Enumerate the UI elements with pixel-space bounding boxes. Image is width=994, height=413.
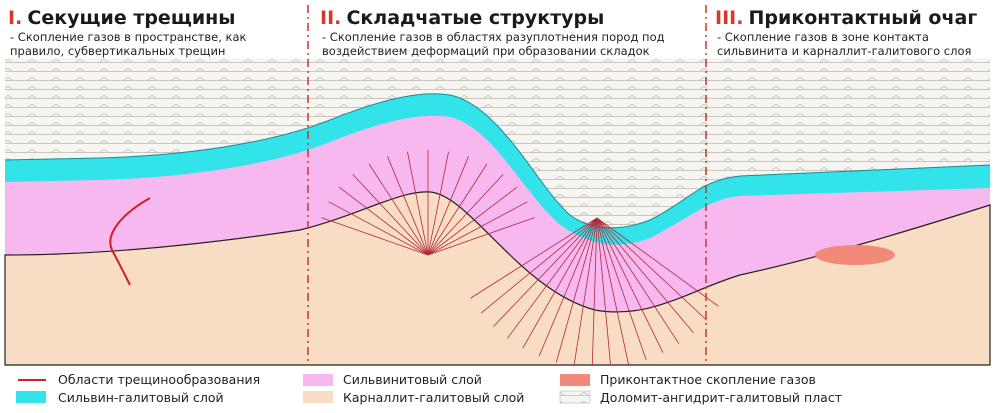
fracture-line: [522, 217, 598, 349]
fracture-line: [427, 217, 535, 256]
fracture-line: [573, 217, 598, 366]
section-desc: - Скопление газов в зоне контакта: [717, 30, 929, 44]
legend-swatch: [303, 391, 333, 403]
fracture-line: [387, 156, 429, 256]
fracture-line: [427, 163, 488, 256]
fracture-line: [328, 201, 429, 256]
fracture-line: [480, 217, 598, 314]
fracture-line: [427, 201, 528, 256]
section-desc: воздействием деформаций при образовании …: [322, 44, 650, 58]
legend-label: Доломит-ангидрит-галитовый пласт: [600, 390, 842, 405]
legend-label: Приконтактное скопление газов: [600, 372, 816, 387]
fracture-line: [406, 151, 429, 256]
numeral: I.: [8, 7, 22, 29]
svg-text:III. Приконтактный очаг: III. Приконтактный очаг: [715, 7, 977, 29]
fracture-line: [596, 217, 680, 344]
legend-label: Сильвин-галитовый слой: [58, 390, 224, 405]
legend-swatch: [560, 374, 590, 386]
section-desc: правило, субвертикальных трещин: [10, 44, 225, 58]
fracture-line: [555, 217, 598, 363]
fracture-line: [591, 217, 598, 366]
fracture-line: [427, 186, 518, 256]
fracture-line: [470, 217, 598, 299]
fracture-line: [538, 217, 598, 357]
cyan-top-edge: [4, 93, 991, 229]
fracture-line: [338, 186, 429, 256]
gas-accumulation: [815, 245, 895, 265]
carnallite-layer: [4, 191, 991, 366]
fracture-line: [596, 217, 708, 321]
svg-text:II. Складчатые структуры: II. Складчатые структуры: [320, 7, 604, 29]
fracture-line: [352, 174, 429, 256]
legend-label: Области трещинообразования: [58, 372, 260, 387]
fracture: [109, 197, 151, 286]
legend: Области трещинообразования Сильвин-галит…: [16, 372, 842, 405]
fracture-line: [427, 151, 450, 256]
fracture-line: [596, 217, 694, 334]
section-title: Складчатые структуры: [346, 7, 604, 29]
fracture-line: [507, 217, 598, 339]
fracture-line: [321, 217, 429, 256]
fracture-line: [596, 217, 664, 353]
fracture-line: [427, 174, 504, 256]
numeral: II.: [320, 7, 341, 29]
section-desc: сильвинита и карналлит-галитового слоя: [717, 44, 971, 58]
section-title: Приконтактный очаг: [749, 7, 978, 29]
section-desc: - Скопление газов в областях разуплотнен…: [322, 30, 665, 44]
legend-swatch: [16, 391, 46, 403]
legend-label: Карналлит-галитовый слой: [343, 390, 524, 405]
legend-swatch: [559, 390, 591, 404]
section-desc: - Скопление газов в пространстве, как: [10, 30, 247, 44]
legend-swatch: [303, 374, 333, 386]
fracture-line: [368, 163, 429, 256]
legend-label: Сильвинитовый слой: [343, 372, 482, 387]
fracture-line: [596, 217, 629, 365]
section-title: Секущие трещины: [27, 7, 235, 29]
fracture-fans: [321, 150, 719, 366]
fracture-line: [596, 217, 719, 307]
fracture-line: [427, 156, 469, 256]
fracture-line: [596, 217, 647, 360]
header: I. Секущие трещины - Скопление газов в п…: [8, 7, 977, 58]
fracture-line: [493, 217, 598, 327]
fracture-line: [596, 217, 611, 366]
numeral: III.: [715, 7, 743, 29]
svg-text:I. Секущие трещины: I. Секущие трещины: [8, 7, 235, 29]
